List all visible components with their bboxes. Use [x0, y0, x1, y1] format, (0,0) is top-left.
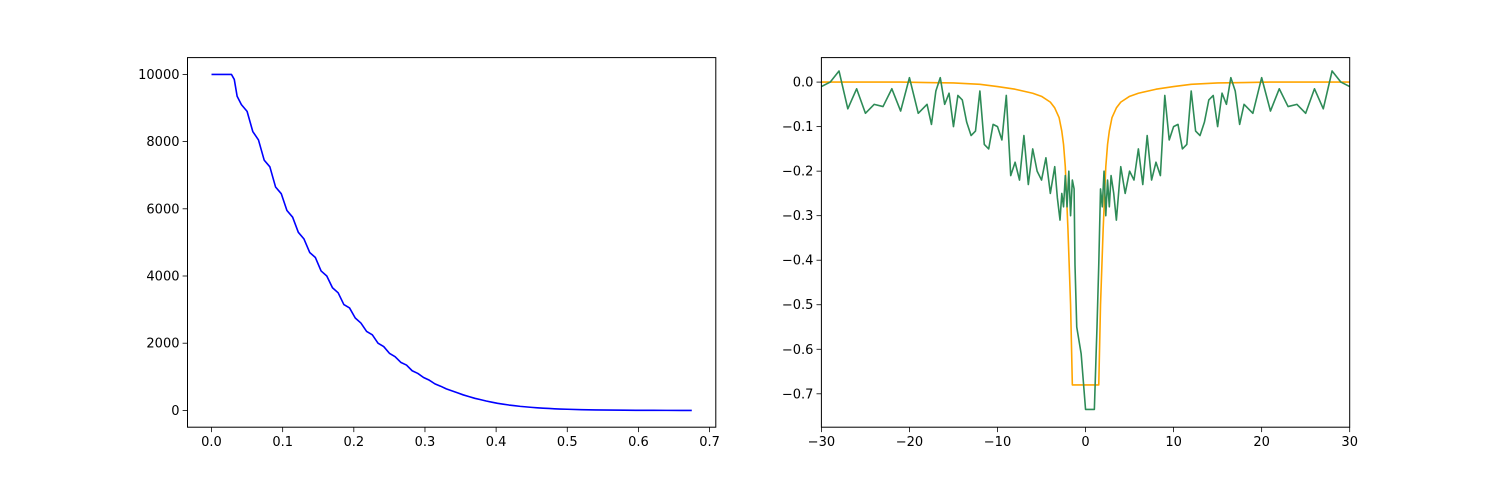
- left-chart-y-tick-label: 8000: [146, 135, 179, 150]
- right-chart-series-layer: [821, 70, 1351, 411]
- left-chart-x-tick-label: 0.5: [557, 435, 578, 450]
- right-chart-y-tick-label: −0.2: [782, 165, 814, 180]
- right-chart-x-tick-label: 20: [1253, 435, 1270, 450]
- left-chart-y-tick-label: 6000: [146, 202, 179, 217]
- left-chart-y-tick-label: 4000: [146, 270, 179, 285]
- left-chart-y-ticks: 0 2000 4000 6000 8000 10000: [138, 68, 188, 419]
- right-chart-series-1-line: [821, 70, 1351, 411]
- right-chart-x-ticks: −30 −20 −10 0 10 20 30: [808, 427, 1358, 450]
- left-chart-x-tick-label: 0.0: [201, 435, 222, 450]
- right-chart-y-tick-label: −0.1: [782, 120, 814, 135]
- left-chart-x-tick-label: 0.4: [486, 435, 507, 450]
- left-chart-x-tick-label: 0.2: [343, 435, 364, 450]
- left-chart-y-tick-label: 2000: [146, 337, 179, 352]
- right-chart-x-tick-label: 0: [1081, 435, 1089, 450]
- right-chart-y-tick-label: −0.6: [782, 343, 814, 358]
- left-chart-x-tick-label: 0.1: [272, 435, 293, 450]
- left-chart-y-tick-label: 10000: [138, 68, 179, 83]
- right-chart-y-tick-label: −0.7: [782, 387, 814, 402]
- left-chart-x-tick-label: 0.7: [699, 435, 720, 450]
- right-chart-y-tick-label: −0.4: [782, 254, 814, 269]
- left-chart-axes-frame: [187, 57, 717, 428]
- right-chart-x-tick-label: −20: [896, 435, 923, 450]
- left-chart: 0.0 0.1 0.2 0.3 0.4 0.5 0.6 0.7 0 2000 4000 6000 80…: [138, 57, 720, 450]
- right-chart-x-tick-label: 10: [1165, 435, 1182, 450]
- right-chart: −30 −20 −10 0 10 20 30 −0.7−0.6−0.5−0.4−0.3−0.…: [782, 57, 1358, 450]
- right-chart-x-tick-label: 30: [1341, 435, 1358, 450]
- right-chart-y-tick-label: −0.3: [782, 209, 814, 224]
- left-chart-x-tick-label: 0.3: [415, 435, 436, 450]
- right-chart-y-ticks: −0.7 −0.6 −0.5 −0.4 −0.3 −0.2 −0.1 0.0: [782, 76, 822, 402]
- left-chart-x-ticks: 0.0 0.1 0.2 0.3 0.4 0.5 0.6 0.7: [201, 427, 720, 450]
- left-chart-series-0-line: [211, 73, 692, 412]
- right-chart-y-tick-label: −0.5: [782, 298, 814, 313]
- left-chart-y-tick-label: 0: [171, 404, 179, 419]
- left-chart-series-layer: [211, 73, 692, 412]
- right-chart-x-tick-label: −10: [984, 435, 1011, 450]
- left-chart-x-tick-label: 0.6: [628, 435, 649, 450]
- right-chart-x-tick-label: −30: [808, 435, 835, 450]
- right-chart-y-tick-label: 0.0: [793, 76, 814, 91]
- right-chart-series-0-line: [821, 81, 1350, 386]
